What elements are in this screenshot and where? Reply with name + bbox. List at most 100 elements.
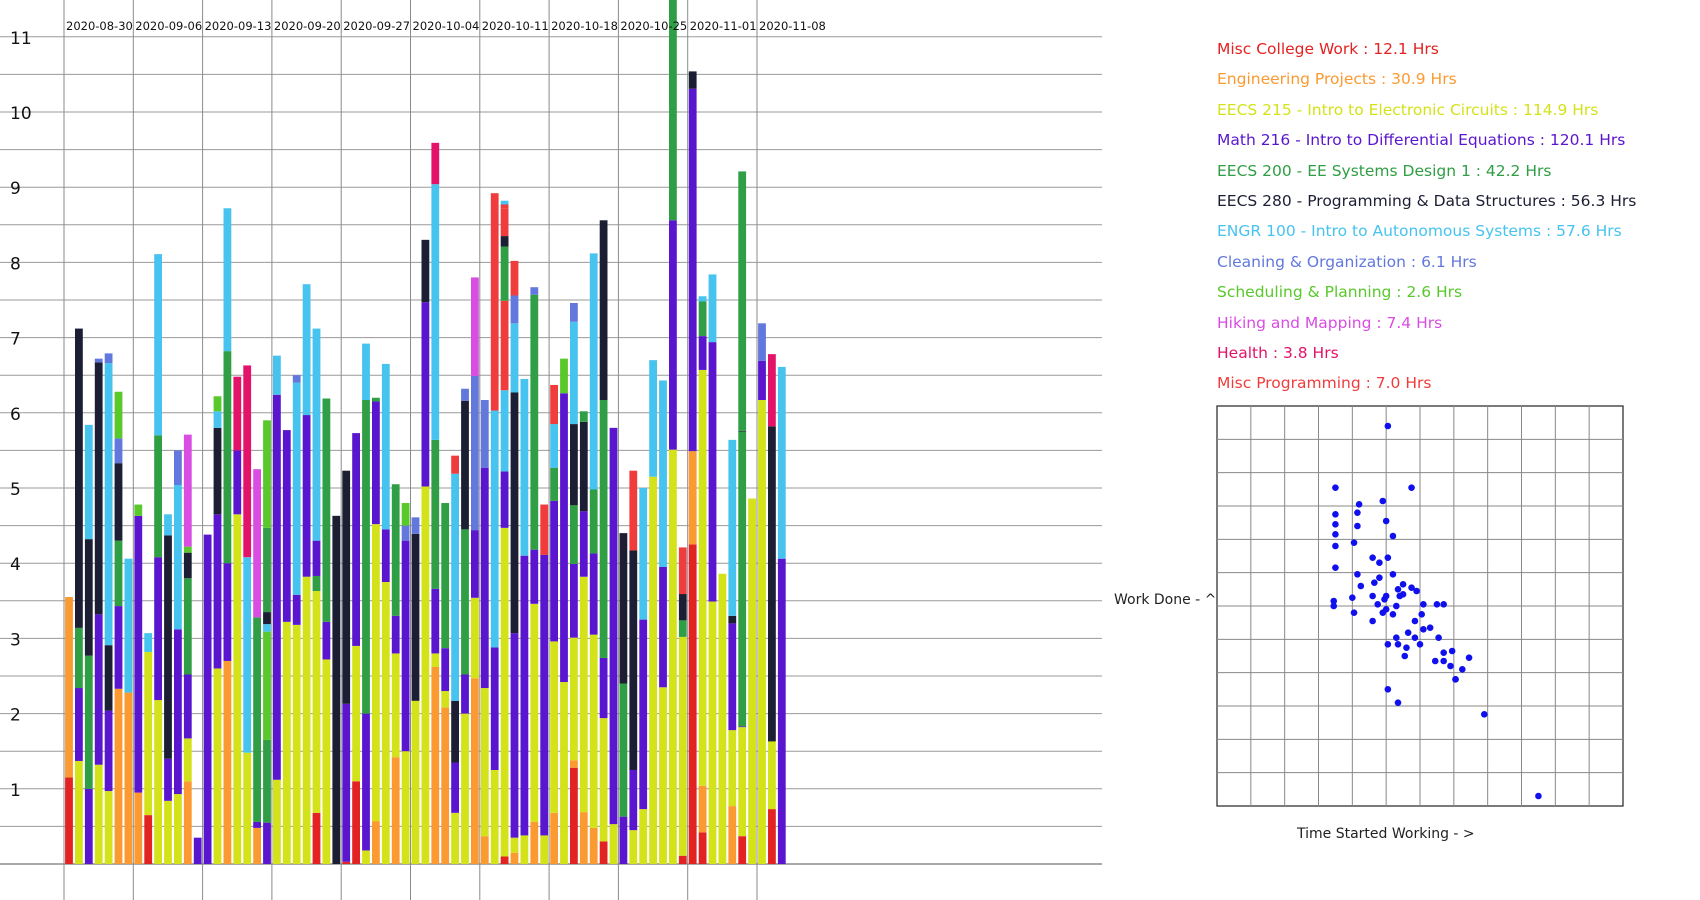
bar-segment: EECS 200 - EE Systems Design 1 2020-11-0…: [738, 431, 747, 727]
bar-segment: ENGR 100 - Intro to Autonomous Systems 2…: [164, 514, 172, 536]
bar-segment: ENGR 100 - Intro to Autonomous Systems 2…: [263, 624, 271, 632]
bar-segment: Engineering Projects 2020-09-30: [372, 821, 380, 864]
bar-segment: EECS 215 - Intro to Electronic Circuits …: [322, 659, 331, 864]
bar-segment: Misc College Work 2020-09-07: [144, 815, 153, 864]
bar-segment: Math 216 - Intro to Differential Equatio…: [530, 549, 539, 604]
scatter-point: [1332, 564, 1339, 571]
scatter-point: [1399, 581, 1407, 588]
legend-entry: Hiking and Mapping : 7.4 Hrs: [1217, 313, 1443, 332]
bar-segment: EECS 280 - Programming & Data Structures…: [332, 515, 341, 864]
day-stack: Misc College Work 2020-09-07EECS 215 - I…: [144, 633, 153, 864]
bar-segment: Engineering Projects 2020-09-11: [183, 781, 192, 864]
day-stack: Engineering Projects 2020-09-06Math 216 …: [134, 504, 143, 864]
bar-segment: Cleaning & Organization 2020-11-08: [758, 323, 766, 361]
bar-segment: EECS 215 - Intro to Electronic Circuits …: [372, 524, 380, 822]
scatter-point: [1452, 676, 1459, 683]
bar-segment: EECS 280 - Programming & Data Structures…: [114, 463, 123, 541]
bar-segment: Math 216 - Intro to Differential Equatio…: [471, 530, 479, 598]
scatter-point: [1389, 611, 1397, 618]
y-tick-label: 5: [10, 480, 21, 500]
bar-segment: EECS 215 - Intro to Electronic Circuits …: [758, 400, 766, 864]
bar-segment: Math 216 - Intro to Differential Equatio…: [520, 555, 529, 836]
bar-segment: Math 216 - Intro to Differential Equatio…: [193, 837, 202, 864]
bar-segment: EECS 215 - Intro to Electronic Circuits …: [768, 741, 776, 810]
y-tick-label: 1: [10, 781, 21, 801]
bar-segment: EECS 215 - Intro to Electronic Circuits …: [471, 597, 479, 679]
bar-segment: Math 216 - Intro to Differential Equatio…: [282, 430, 291, 622]
legend-entry: Health : 3.8 Hrs: [1217, 343, 1339, 362]
day-stack: EECS 215 - Intro to Electronic Circuits …: [75, 328, 83, 864]
bar-segment: EECS 215 - Intro to Electronic Circuits …: [500, 527, 509, 857]
bar-segment: EECS 215 - Intro to Electronic Circuits …: [560, 682, 568, 864]
bar-segment: Math 216 - Intro to Differential Equatio…: [441, 648, 450, 692]
bar-segment: EECS 200 - EE Systems Design 1 2020-09-1…: [223, 351, 232, 564]
scatter-point: [1369, 592, 1376, 600]
scatter-point: [1379, 609, 1387, 616]
day-stack: EECS 215 - Intro to Electronic Circuits …: [104, 353, 113, 864]
scatter-point: [1332, 511, 1339, 518]
bar-segment: EECS 280 - Programming & Data Structures…: [688, 71, 697, 89]
scatter-point: [1381, 596, 1388, 603]
bar-segment: Misc College Work 2020-09-24: [312, 812, 321, 864]
bar-segment: EECS 280 - Programming & Data Structures…: [570, 424, 578, 506]
bar-segment: EECS 280 - Programming & Data Structures…: [75, 328, 83, 628]
scatter-point: [1440, 657, 1447, 665]
bar-segment: EECS 200 - EE Systems Design 1 2020-10-1…: [550, 467, 558, 501]
bar-segment: Math 216 - Intro to Differential Equatio…: [609, 427, 618, 825]
bar-segment: Math 216 - Intro to Differential Equatio…: [292, 594, 301, 625]
y-tick-labels: 1 2 3 4 5 6 7 8 9 10 11: [10, 29, 32, 801]
bar-segment: Math 216 - Intro to Differential Equatio…: [203, 534, 212, 864]
bar-segment: ENGR 100 - Intro to Autonomous Systems 2…: [520, 378, 529, 556]
legend-entry: EECS 215 - Intro to Electronic Circuits …: [1217, 100, 1599, 119]
scatter-point: [1369, 617, 1376, 625]
scatter-point: [1376, 559, 1383, 566]
bar-segment: Math 216 - Intro to Differential Equatio…: [164, 758, 172, 801]
scatter-y-axis-label: Work Done - ^: [1114, 592, 1217, 608]
bar-segment: ENGR 100 - Intro to Autonomous Systems 2…: [312, 328, 321, 541]
bar-segment: EECS 280 - Programming & Data Structures…: [738, 430, 747, 432]
bar-stacks: Misc College Work 2020-08-30Engineering …: [65, 0, 786, 864]
day-stack: Engineering Projects 2020-10-16EECS 215 …: [530, 287, 539, 864]
bar-segment: Math 216 - Intro to Differential Equatio…: [263, 822, 271, 864]
date-tick-label: 2020-09-13: [205, 19, 272, 33]
bar-segment: ENGR 100 - Intro to Autonomous Systems 2…: [431, 184, 440, 440]
bar-segment: EECS 215 - Intro to Electronic Circuits …: [75, 760, 83, 864]
bar-segment: EECS 200 - EE Systems Design 1 2020-09-2…: [362, 400, 370, 714]
scatter-point: [1354, 522, 1361, 530]
bar-segment: EECS 215 - Intro to Electronic Circuits …: [599, 718, 608, 842]
bar-segment: Misc Programming 2020-10-14: [510, 260, 519, 296]
bar-segment: Health 2020-10-06: [431, 142, 440, 185]
bar-segment: EECS 215 - Intro to Electronic Circuits …: [431, 653, 440, 667]
date-tick-label: 2020-09-20: [274, 19, 341, 33]
bar-segment: EECS 215 - Intro to Electronic Circuits …: [718, 573, 727, 864]
bar-segment: EECS 280 - Programming & Data Structures…: [728, 615, 737, 624]
bar-segment: EECS 215 - Intro to Electronic Circuits …: [312, 591, 321, 813]
bar-segment: EECS 215 - Intro to Electronic Circuits …: [530, 603, 539, 822]
bar-segment: Math 216 - Intro to Differential Equatio…: [114, 606, 123, 689]
scatter-point: [1350, 609, 1358, 616]
bar-segment: ENGR 100 - Intro to Autonomous Systems 2…: [292, 382, 301, 595]
bar-segment: EECS 215 - Intro to Electronic Circuits …: [174, 794, 182, 864]
day-stack: EECS 215 - Intro to Electronic Circuits …: [540, 504, 549, 864]
bar-segment: Engineering Projects 2020-10-07: [441, 707, 450, 864]
bar-segment: EECS 200 - EE Systems Design 1 2020-10-2…: [619, 683, 628, 817]
day-stack: EECS 215 - Intro to Electronic Circuits …: [401, 503, 410, 864]
bar-segment: Misc College Work 2020-09-27: [342, 861, 351, 864]
bar-segment: Misc College Work 2020-11-01: [688, 544, 697, 864]
bar-segment: ENGR 100 - Intro to Autonomous Systems 2…: [174, 484, 182, 630]
date-tick-label: 2020-08-30: [66, 19, 133, 33]
bar-segment: Math 216 - Intro to Differential Equatio…: [758, 360, 766, 401]
bar-segment: Math 216 - Intro to Differential Equatio…: [84, 788, 93, 864]
day-stack: Misc College Work 2020-08-30Engineering …: [65, 597, 73, 864]
day-stack: EECS 215 - Intro to Electronic Circuits …: [659, 380, 667, 864]
day-stack: Math 216 - Intro to Differential Equatio…: [203, 534, 212, 864]
bar-segment: Cleaning & Organization 2020-10-11: [480, 400, 489, 468]
bar-segment: Cleaning & Organization 2020-09-10: [174, 450, 182, 485]
bar-segment: EECS 280 - Programming & Data Structures…: [94, 362, 103, 615]
bar-segment: Engineering Projects 2020-10-06: [431, 666, 440, 864]
bar-segment: Math 216 - Intro to Differential Equatio…: [738, 726, 747, 728]
day-stack: EECS 215 - Intro to Electronic Circuits …: [669, 0, 677, 864]
bar-segment: EECS 215 - Intro to Electronic Circuits …: [144, 651, 153, 816]
bar-segment: Math 216 - Intro to Differential Equatio…: [94, 614, 103, 765]
day-stack: EECS 215 - Intro to Electronic Circuits …: [629, 470, 638, 864]
